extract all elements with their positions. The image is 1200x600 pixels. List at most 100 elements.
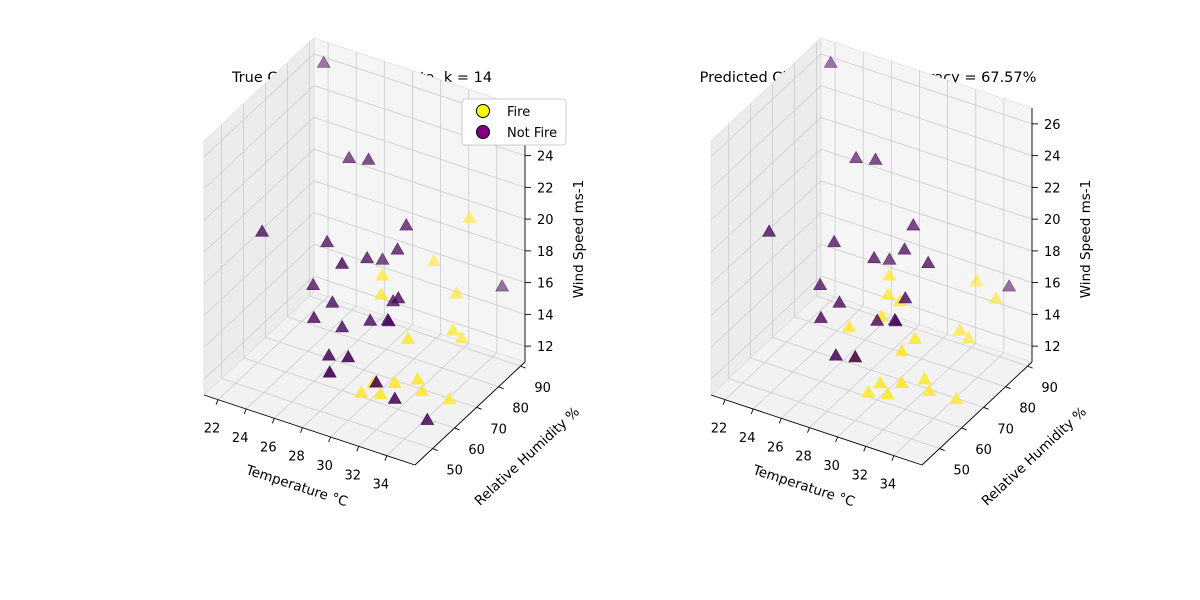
z-tick-label: 22 [537,181,554,196]
axis-lines [203,108,531,466]
x-tick-mark [807,427,810,433]
data-point-not-fire [921,255,936,269]
y-tick-mark [476,406,482,410]
y-tick-label: 80 [512,402,529,417]
data-point-not-fire [495,279,510,292]
grid-z-left [710,212,822,316]
grid-z-back [313,180,526,252]
legend: Fire Not Fire [461,98,567,146]
x-tick-label: 22 [711,422,728,437]
data-point-not-fire [870,313,885,326]
data-point-fire [917,372,932,385]
z-tick-label: 26 [1044,118,1061,133]
y-tick-mark [454,427,460,431]
data-point-not-fire [342,150,357,163]
data-point-not-fire [316,55,331,68]
data-point-fire [922,383,937,397]
data-points [762,55,1017,405]
data-point-not-fire [420,412,435,425]
legend-label-not-fire: Not Fire [507,126,557,141]
grid-z-back [820,212,1033,284]
data-point-not-fire [399,218,414,231]
data-point-not-fire [255,224,270,237]
x-tick-mark [835,436,839,443]
legend-marker-not-fire [476,125,490,139]
grid-z-back [313,243,526,315]
x-tick-mark [243,408,247,415]
z-tick-label: 16 [1044,277,1061,292]
grid-z-left [710,117,822,221]
data-point-fire [894,343,909,357]
data-points [255,55,510,425]
grid-x-floor [358,343,470,447]
data-point-not-fire [390,242,405,255]
x-tick-label: 22 [204,422,221,437]
grid-y-floor [243,357,455,429]
grid-z-left [203,244,315,348]
grid-y-floor [816,295,1028,367]
data-point-not-fire [325,295,340,308]
data-point-not-fire [335,256,350,269]
grid-z-back [820,275,1033,347]
data-point-fire [449,286,464,299]
data-point-fire [861,385,876,398]
y-tick-mark [498,386,504,390]
grid-y-floor [287,316,499,388]
data-point-not-fire [335,319,350,333]
data-point-fire [462,210,477,223]
x-tick-label: 32 [344,468,361,483]
grid-y-floor [728,378,940,449]
x-tick-label: 32 [851,468,868,483]
grid-z-back [313,212,526,284]
grid-y-floor [221,378,433,449]
data-point-fire [842,319,857,333]
data-point-fire [375,268,390,281]
x-axis-label: Temperature °C [243,462,350,510]
grid-z-back [820,85,1033,157]
data-point-fire [400,331,416,344]
z-tick-label: 18 [537,245,554,260]
y-tick-mark [939,448,945,451]
data-point-fire [952,323,967,336]
grid-x-floor [245,305,357,410]
tick-labels: 22 24 26 28 30 32 34 50 60 70 80 90 12 14 16 18 20 22 24 26 [711,118,1061,493]
data-point-not-fire [381,313,396,327]
z-tick-label: 24 [537,150,554,165]
y-tick-label: 50 [446,464,463,479]
data-point-fire [873,375,888,389]
grid-z-left [203,85,315,189]
z-tick-label: 16 [537,277,554,292]
x-tick-mark [778,418,782,424]
grid-z-left [710,53,822,158]
grid-z-left [203,53,315,158]
x-tick-label: 34 [373,478,390,493]
z-tick-label: 12 [537,340,554,355]
legend-marker-fire [476,104,490,118]
data-point-not-fire [888,313,903,327]
x-tick-label: 24 [739,431,756,446]
grid-z-back [820,180,1033,252]
data-point-fire [882,268,897,281]
x-tick-mark [384,455,388,461]
x-axis-line [710,394,923,466]
grid-z-left [710,244,822,348]
data-point-not-fire [375,252,390,265]
y-axis-label: Relative Humidity % [472,404,583,509]
data-point-not-fire [827,234,842,248]
data-point-fire [374,287,389,300]
axes-panes [710,37,1033,466]
data-point-fire [442,391,457,405]
y-tick-label: 90 [1041,381,1058,396]
data-point-not-fire [849,150,864,163]
z-tick-label: 24 [1044,150,1061,165]
x-axis-label: Temperature °C [750,462,857,510]
data-point-not-fire [897,242,912,255]
y-axis-label: Relative Humidity % [979,404,1090,509]
x-tick-label: 26 [767,440,784,455]
y-tick-label: 60 [975,443,992,458]
data-point-not-fire [322,365,337,378]
data-point-fire [988,291,1003,304]
grid-y-floor [750,357,962,429]
x-tick-mark [215,399,219,405]
